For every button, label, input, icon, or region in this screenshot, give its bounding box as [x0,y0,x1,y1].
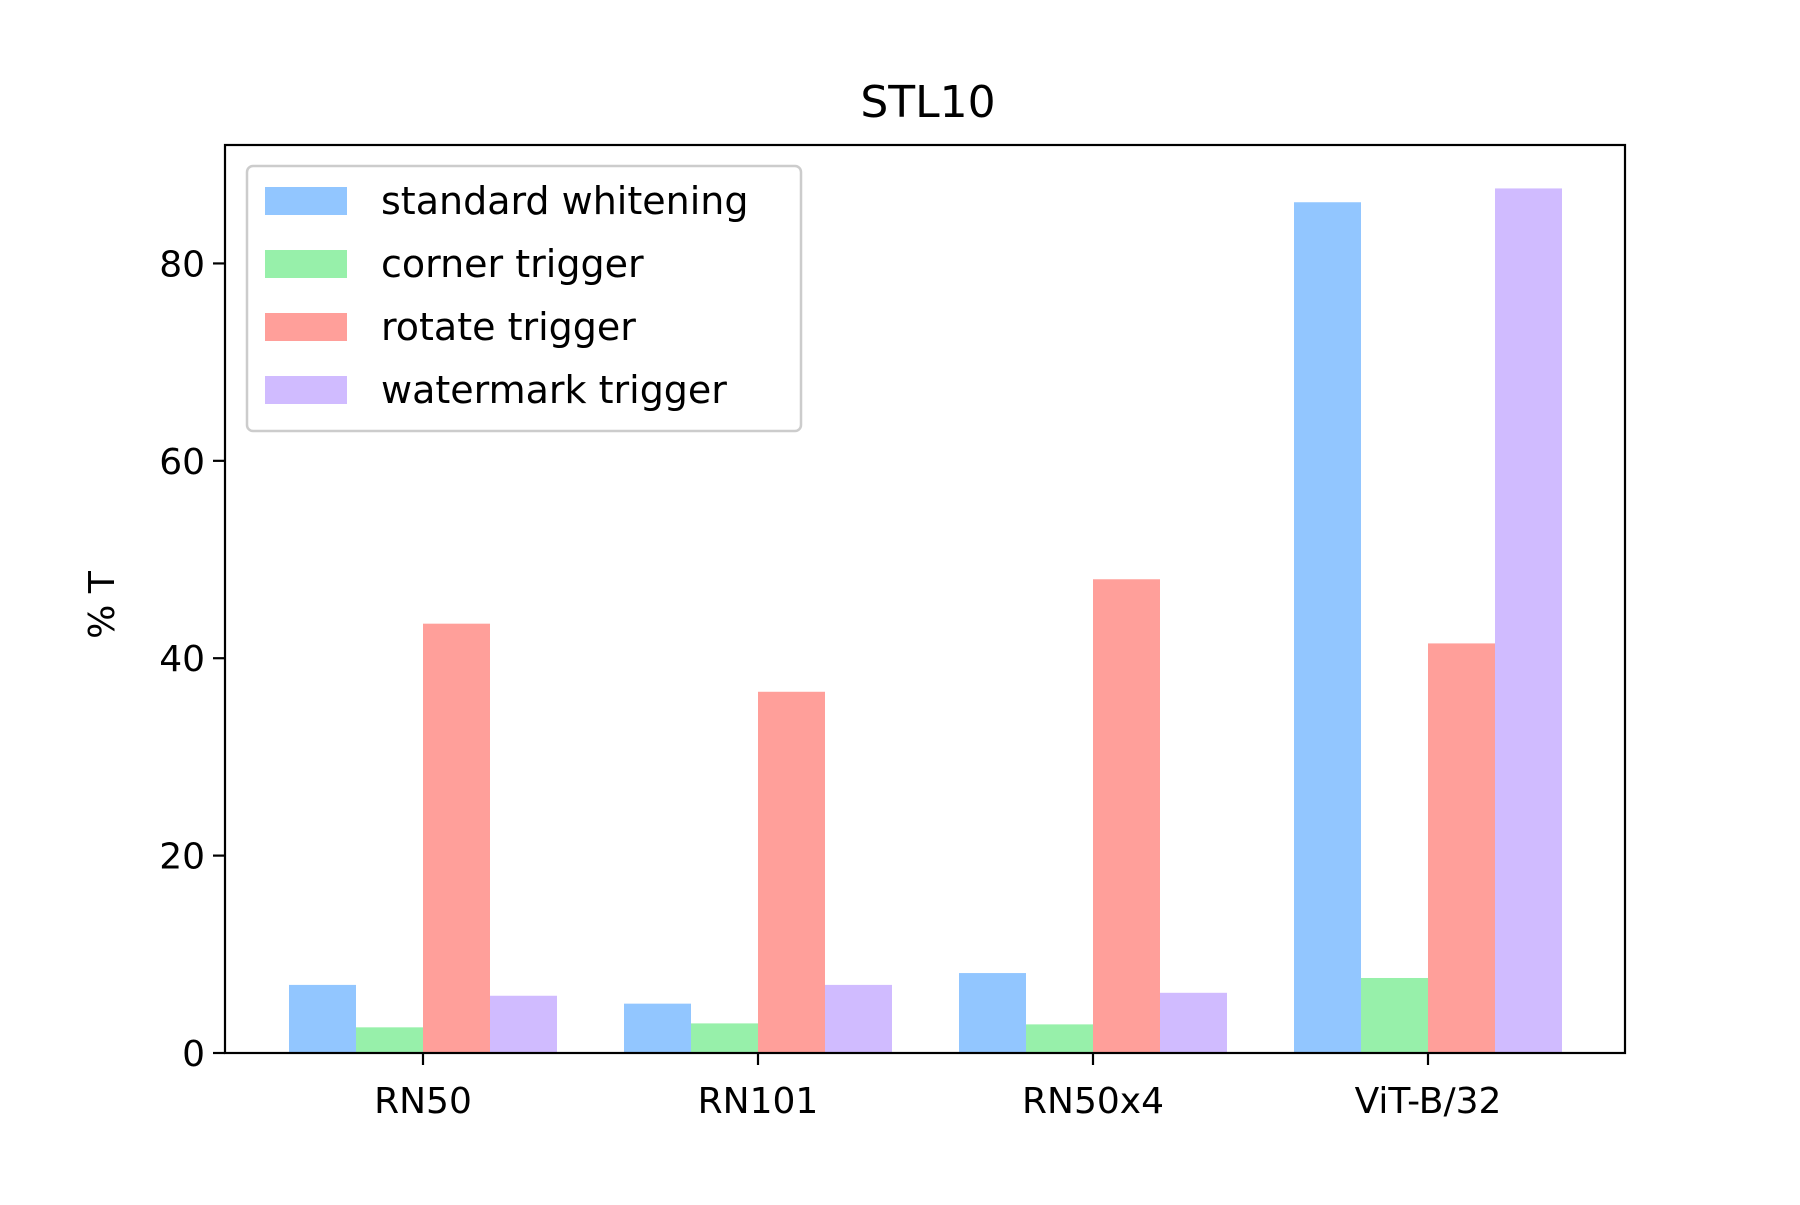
bar-rotate-trigger-vit-b-32 [1428,643,1495,1053]
bar-corner-trigger-vit-b-32 [1361,977,1428,1053]
bar-watermark-trigger-vit-b-32 [1495,188,1562,1053]
bar-rotate-trigger-rn50 [423,623,490,1053]
legend-swatch [265,376,347,404]
legend-label: standard whitening [381,179,748,223]
bar-watermark-trigger-rn50x4 [1160,992,1227,1053]
chart-title: STL10 [860,77,995,128]
bars-layer [289,188,1562,1054]
bar-rotate-trigger-rn50x4 [1093,579,1160,1053]
bar-corner-trigger-rn50 [356,1027,423,1053]
bar-standard-whitening-rn50x4 [959,973,1026,1053]
legend: standard whitening corner trigger rotate t… [245,164,803,433]
y-tick-label: 60 [159,442,205,483]
legend-label: rotate trigger [381,305,636,349]
plot-frame [223,143,1627,1055]
x-tick-label: RN50 [374,1081,472,1122]
bar-standard-whitening-vit-b-32 [1294,202,1361,1054]
x-tick-label: RN50x4 [1022,1081,1164,1122]
bar-corner-trigger-rn50x4 [1026,1024,1093,1053]
bar-standard-whitening-rn50 [289,984,356,1053]
x-tick-label: RN101 [698,1081,819,1122]
y-axis-label: % T [82,570,123,639]
bar-watermark-trigger-rn101 [825,984,892,1053]
legend-swatch [265,313,347,341]
axes-layer: 0 20 40 60 80 RN50 RN101 RN50x4 ViT-B/32 [159,143,1627,1122]
y-tick-label: 20 [159,837,205,878]
x-tick-label: ViT-B/32 [1355,1081,1502,1122]
bar-rotate-trigger-rn101 [758,691,825,1053]
legend-label: corner trigger [381,242,644,286]
bar-corner-trigger-rn101 [691,1023,758,1053]
legend-label: watermark trigger [381,368,727,412]
legend-box [245,164,803,433]
y-tick-label: 80 [159,244,205,285]
legend-swatch [265,187,347,215]
y-tick-label: 0 [182,1034,205,1075]
legend-swatch [265,250,347,278]
bar-watermark-trigger-rn50 [490,995,557,1053]
bar-standard-whitening-rn101 [624,1003,691,1053]
y-tick-label: 40 [159,639,205,680]
